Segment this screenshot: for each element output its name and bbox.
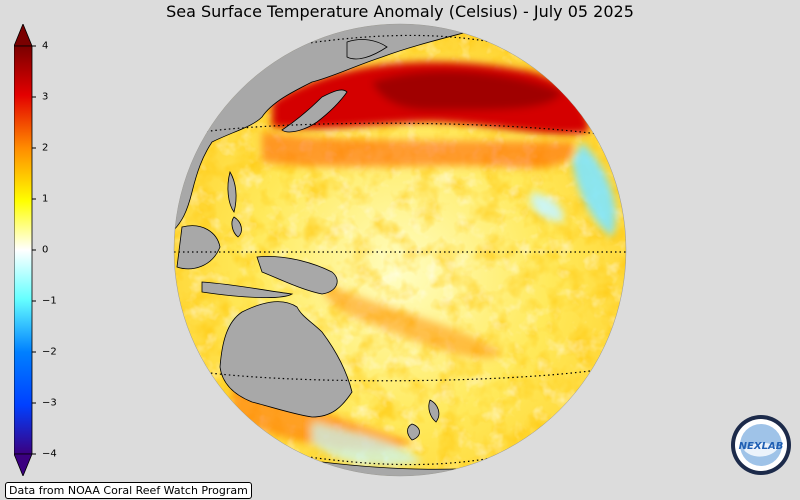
colorbar-tick-label: −1 — [42, 295, 57, 307]
colorbar-tick-label: −4 — [42, 448, 57, 460]
globe-outline — [173, 23, 627, 477]
colorbar-min-arrow — [13, 453, 33, 478]
colorbar-tick-label: 0 — [42, 244, 49, 256]
colorbar-tick-label: 3 — [42, 91, 49, 103]
data-credit: Data from NOAA Coral Reef Watch Program — [5, 482, 252, 499]
ocean-anomaly-field — [174, 24, 626, 476]
colorbar-gradient — [13, 45, 33, 455]
colorbar-tick-label: 4 — [42, 40, 49, 52]
logo-text: NEXLAB — [739, 441, 784, 452]
colorbar: 4 3 2 1 0 −1 −2 −3 −4 — [13, 22, 64, 478]
colorbar-max-arrow — [13, 22, 33, 47]
globe-graphic — [173, 23, 627, 477]
colorbar-tick-label: 2 — [42, 142, 49, 154]
logo-graphic: NEXLAB — [731, 415, 791, 475]
map-title: Sea Surface Temperature Anomaly (Celsius… — [166, 2, 634, 21]
globe-map — [172, 22, 628, 478]
colorbar-tick-label: 1 — [42, 193, 49, 205]
colorbar-tick-label: −2 — [42, 346, 57, 358]
colorbar-tick-label: −3 — [42, 397, 57, 409]
colorbar-graphic — [13, 22, 36, 478]
graticule — [174, 34, 626, 466]
nexlab-logo: NEXLAB — [730, 414, 792, 476]
